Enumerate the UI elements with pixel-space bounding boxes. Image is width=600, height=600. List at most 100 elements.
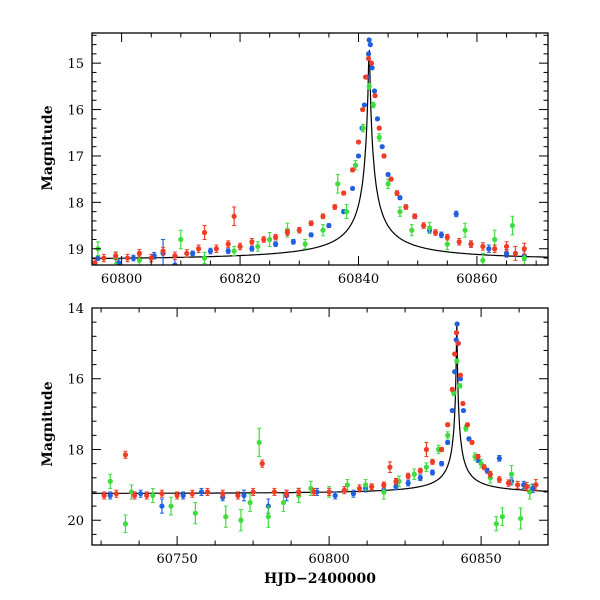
data-point	[250, 489, 256, 495]
data-point	[381, 153, 387, 159]
x-tick-label: 60750	[156, 552, 197, 567]
data-point	[231, 213, 237, 219]
data-point	[172, 253, 178, 259]
data-point	[426, 225, 433, 231]
series-red	[101, 330, 539, 500]
model-curve	[92, 49, 548, 260]
data-point	[385, 181, 391, 187]
data-point	[453, 330, 460, 336]
data-point	[393, 478, 399, 484]
data-point	[178, 236, 184, 243]
data-point	[369, 484, 375, 490]
data-point	[439, 446, 445, 453]
data-point	[411, 471, 417, 477]
data-point	[454, 321, 460, 327]
data-point	[159, 503, 165, 509]
data-point	[432, 229, 439, 236]
data-point	[225, 248, 231, 254]
data-point	[385, 171, 391, 178]
data-point	[195, 246, 202, 252]
data-point	[235, 492, 241, 499]
data-point	[508, 471, 515, 477]
data-point	[533, 482, 539, 488]
data-point	[381, 489, 387, 495]
x-tick-label: 60860	[456, 272, 497, 287]
data-point	[368, 60, 375, 66]
data-point	[113, 253, 119, 259]
data-point	[512, 250, 519, 256]
data-point	[370, 102, 376, 108]
data-point	[360, 125, 366, 131]
plot-area	[92, 321, 548, 534]
data-point	[174, 492, 180, 499]
data-point	[365, 51, 372, 57]
data-point	[444, 234, 450, 240]
data-point	[267, 236, 273, 243]
data-point	[469, 439, 475, 446]
data-point	[124, 255, 131, 261]
data-point	[349, 185, 356, 192]
data-point	[480, 243, 486, 250]
data-point	[480, 257, 486, 263]
data-point	[341, 487, 347, 493]
y-tick-label: 17	[67, 150, 84, 165]
data-point	[128, 489, 135, 495]
data-point	[168, 503, 174, 509]
data-point	[247, 499, 253, 506]
data-point	[452, 351, 458, 357]
data-point	[284, 229, 291, 236]
data-point	[374, 116, 381, 122]
data-point	[223, 514, 229, 520]
data-point	[397, 209, 403, 215]
data-point	[225, 241, 231, 247]
data-point	[159, 491, 165, 497]
data-point	[241, 492, 247, 499]
data-point	[148, 255, 154, 261]
data-point	[326, 489, 332, 495]
data-point	[238, 517, 244, 523]
data-point	[130, 255, 137, 261]
data-point	[363, 482, 369, 488]
data-point	[387, 464, 393, 470]
data-point	[271, 489, 277, 495]
data-point	[521, 255, 527, 261]
data-point	[256, 439, 262, 446]
data-point	[388, 176, 394, 182]
data-point	[371, 88, 378, 94]
data-point	[475, 453, 481, 460]
data-point	[320, 227, 326, 233]
data-point	[405, 473, 411, 479]
data-point	[363, 74, 369, 80]
data-point	[379, 144, 385, 150]
data-point	[460, 407, 467, 414]
data-point	[249, 239, 255, 245]
data-point	[113, 491, 119, 497]
data-point	[449, 386, 455, 392]
data-point	[460, 400, 466, 407]
data-point	[452, 369, 458, 375]
data-point	[349, 167, 356, 173]
data-point	[367, 42, 373, 48]
data-point	[487, 471, 493, 477]
data-point	[496, 476, 502, 483]
data-point	[308, 485, 314, 492]
data-point	[296, 227, 302, 233]
data-point	[366, 83, 372, 89]
data-point	[496, 455, 502, 461]
panel-bottom: 60750 60800 60850 14 16 18 20	[67, 302, 549, 567]
data-point	[524, 484, 530, 490]
data-point	[280, 499, 287, 506]
y-tick-label: 18	[67, 196, 84, 211]
y-tick-label: 15	[67, 57, 84, 72]
data-point	[457, 372, 464, 378]
data-point	[261, 236, 267, 243]
data-point	[481, 464, 487, 470]
data-point	[376, 134, 382, 140]
data-point	[201, 229, 208, 236]
data-point	[421, 222, 427, 229]
data-point	[355, 153, 362, 159]
data-point	[136, 257, 142, 263]
x-tick-label: 60850	[460, 552, 501, 567]
data-point	[365, 55, 372, 62]
